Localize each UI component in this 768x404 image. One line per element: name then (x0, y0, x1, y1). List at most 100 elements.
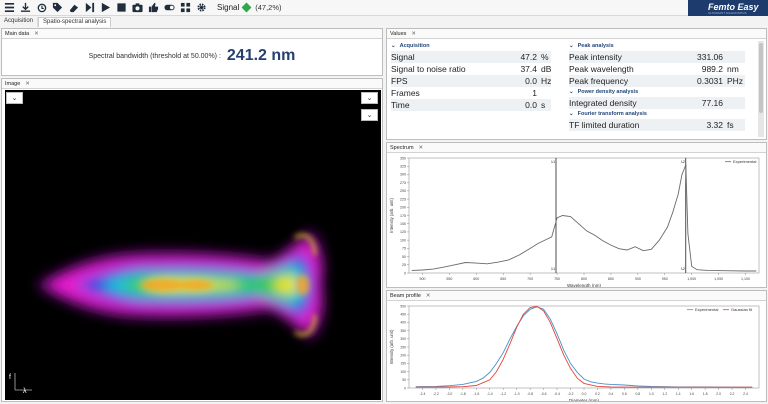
y-tick-label: 75 (402, 247, 406, 251)
stop-icon[interactable] (115, 2, 128, 14)
bandwidth-value: 241.2 nm (226, 47, 296, 64)
y-tick-label: 175 (400, 214, 406, 218)
values-scrollbar[interactable] (758, 41, 764, 137)
series-line-experimental (415, 306, 753, 388)
image-options-dropdown[interactable]: ⌄ (6, 92, 23, 104)
spectrum-chart[interactable]: 500 550 600 650 700 750 800 850 900 950 1,000 1,050… (387, 154, 766, 287)
value-row-peak-frequency: Peak frequency 0.3031 PHz (569, 75, 745, 87)
x-axis-label: Diameter (mm) (569, 398, 600, 401)
eraser-icon[interactable] (67, 2, 80, 14)
scale-dropdown[interactable]: ⌄ (361, 109, 378, 121)
values-left-column: ⌄ Acquisition Signal 47.2% Signal to noise… (391, 41, 551, 111)
x-tick-label: -2.4 (420, 392, 426, 396)
step-forward-icon[interactable] (83, 2, 96, 14)
spectrum-titlebar: Spectrum ✕ (387, 143, 766, 153)
x-tick-label: 0.6 (622, 392, 627, 396)
download-icon[interactable] (19, 2, 32, 14)
tab-acquisition[interactable]: Acquisition (0, 17, 39, 27)
value-row-frames: Frames 1 (391, 88, 537, 98)
marker-label-bottom: λ1 (551, 266, 556, 271)
values-right-column: ⌄ Peak analysis Peak intensity 331.06 Peak… (569, 41, 745, 131)
x-tick-label: -1.2 (500, 392, 506, 396)
tags-icon[interactable] (51, 2, 64, 14)
close-icon[interactable]: ✕ (411, 30, 417, 37)
y-tick-label: 450 (400, 313, 406, 317)
y-tick-label: 200 (400, 354, 406, 358)
camera-icon[interactable] (131, 2, 144, 14)
values-titlebar: Values ✕ (387, 29, 766, 39)
x-tick-label: 750 (554, 277, 560, 281)
x-tick-label: 1,100 (741, 277, 750, 281)
legend-label: Experimental (695, 307, 718, 312)
toolbar: Signal (47,2%) (0, 0, 768, 16)
value-row-snr: Signal to noise ratio 37.4 dB (391, 64, 552, 74)
play-icon[interactable] (99, 2, 112, 14)
axis-lambda-label: λ (23, 388, 27, 395)
history-icon[interactable] (35, 2, 48, 14)
x-tick-label: 700 (527, 277, 533, 281)
x-tick-label: 1.6 (689, 392, 694, 396)
x-tick-label: 650 (500, 277, 506, 281)
toggle-icon[interactable] (163, 2, 176, 14)
x-tick-label: 0.8 (635, 392, 640, 396)
y-tick-label: 100 (400, 238, 406, 242)
y-tick-label: 350 (400, 156, 406, 160)
y-tick-label: 250 (400, 189, 406, 193)
main-tabs: Acquisition Spatio-spectral analysis (0, 17, 112, 27)
image-titlebar: Image ✕ (2, 79, 382, 89)
x-tick-label: 0.0 (582, 392, 587, 396)
marker-label-top: λ1 (551, 159, 556, 164)
plot-area (408, 305, 760, 389)
y-tick-label: 50 (402, 378, 406, 382)
beam-profile-panel: Beam profile ✕ -2.4 -2.2 -2.0 -1.8 -1.6 -1.4 -1… (386, 290, 767, 402)
camera-image[interactable]: f λ (5, 90, 381, 400)
y-axis-label: Intensity (arb. unit) (389, 329, 394, 364)
y-tick-label: 300 (400, 173, 406, 177)
thumbs-up-icon[interactable] (147, 2, 160, 14)
x-tick-label: 1.0 (649, 392, 654, 396)
power-density-header: ⌄ Power density analysis (569, 89, 639, 95)
tab-spatio-spectral-analysis[interactable]: Spatio-spectral analysis (38, 17, 112, 27)
x-tick-label: 500 (419, 277, 425, 281)
x-tick-label: -2.2 (433, 392, 439, 396)
value-row-peak-intensity: Peak intensity 331.06 (569, 51, 745, 63)
series-line-experimental (411, 164, 757, 272)
value-row-peak-wavelength: Peak wavelength 989.2 nm (569, 64, 739, 74)
x-tick-label: -0.4 (554, 392, 560, 396)
menu-icon[interactable] (3, 2, 16, 14)
y-tick-label: 275 (400, 181, 406, 185)
legend-label: Gaussian fit (731, 307, 753, 312)
beam-profile-chart[interactable]: -2.4 -2.2 -2.0 -1.8 -1.6 -1.4 -1.2 -1.0 -0.8 -0.6… (387, 302, 766, 401)
y-tick-label: 150 (400, 222, 406, 226)
grid-icon[interactable] (179, 2, 192, 14)
value-row-signal: Signal 47.2% (391, 51, 551, 63)
x-tick-label: -1.0 (514, 392, 520, 396)
y-tick-label: 150 (400, 362, 406, 366)
marker-label-top: λ2 (681, 159, 686, 164)
main-data-title: Main data (5, 30, 30, 37)
x-tick-label: -1.6 (473, 392, 479, 396)
beam-heatmap (14, 230, 325, 391)
axis-f-label: f (9, 374, 11, 381)
x-tick-label: 550 (446, 277, 452, 281)
marker-label-bottom: λ2 (681, 266, 686, 271)
colormap-dropdown[interactable]: ⌄ (361, 92, 378, 104)
x-tick-label: -0.6 (541, 392, 547, 396)
x-tick-label: -1.8 (460, 392, 466, 396)
close-icon[interactable]: ✕ (418, 144, 424, 151)
close-icon[interactable]: ✕ (25, 80, 30, 87)
signal-arrow-icon (241, 2, 252, 13)
y-tick-label: 0 (404, 271, 406, 275)
legend-label: Experimental (733, 159, 756, 164)
x-tick-label: 0.2 (595, 392, 600, 396)
x-tick-label: -1.4 (487, 392, 493, 396)
brand-logo: Femto Easy ULTRAFAST DIAGNOSTICS (688, 0, 768, 16)
close-icon[interactable]: ✕ (425, 292, 431, 299)
close-icon[interactable]: ✕ (34, 30, 39, 37)
x-tick-label: 800 (581, 277, 587, 281)
bandwidth-label: Spectral bandwidth (threshold at 50.00%)… (88, 52, 221, 60)
settings-gear-icon[interactable] (195, 2, 208, 14)
beam-profile-titlebar: Beam profile ✕ (387, 291, 766, 301)
y-tick-label: 250 (400, 345, 406, 349)
values-panel: Values ✕ ⌄ Acquisition Signal 47.2% Signal … (386, 28, 767, 140)
